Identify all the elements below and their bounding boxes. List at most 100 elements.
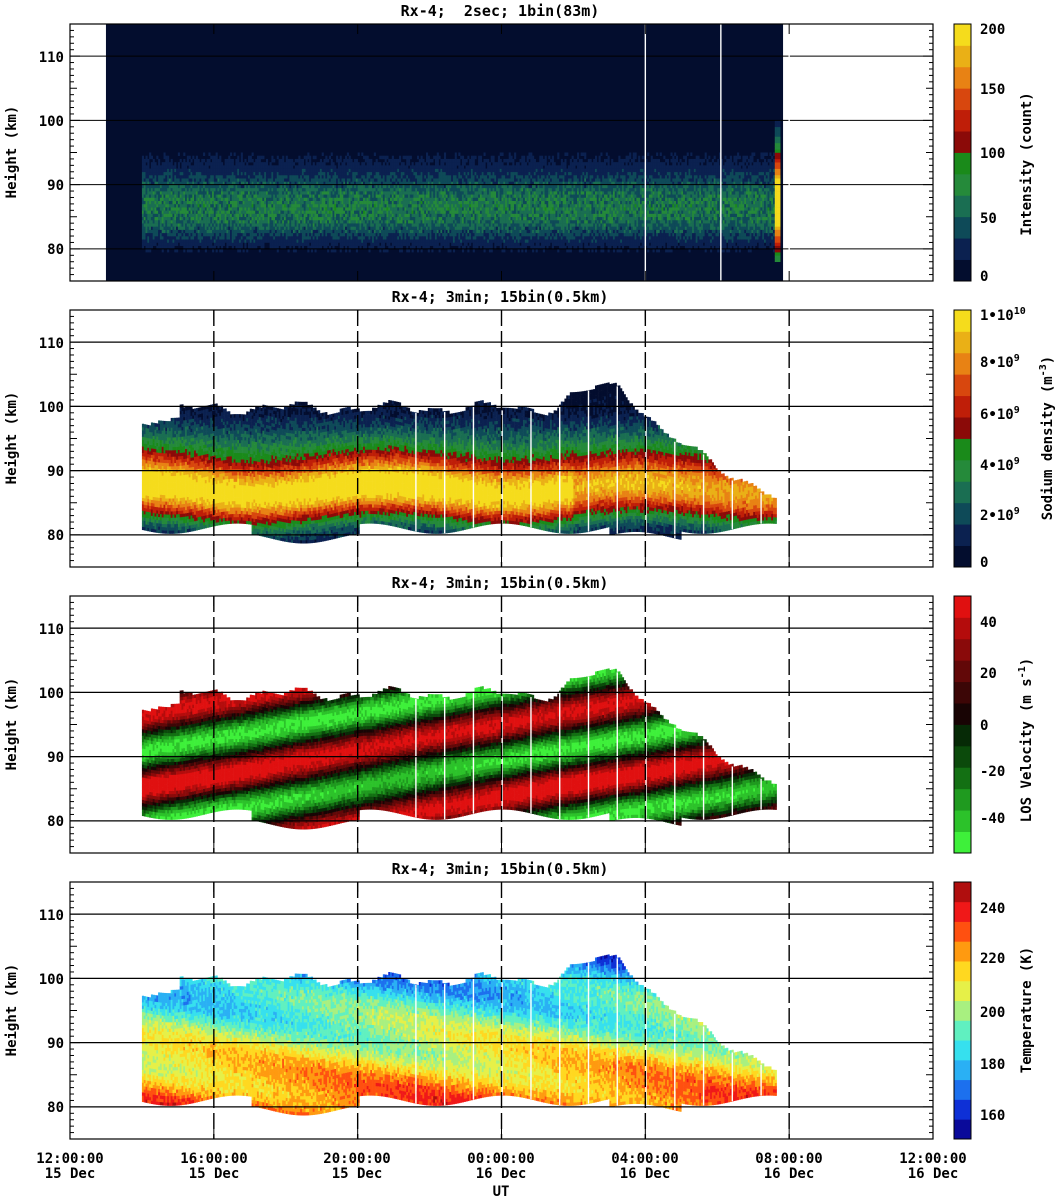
heatmap-cell bbox=[445, 239, 448, 243]
heatmap-cell bbox=[199, 162, 202, 166]
heatmap-cell bbox=[384, 158, 387, 163]
heatmap-cell bbox=[192, 226, 195, 230]
heatmap-cell bbox=[381, 226, 384, 230]
heatmap-cell bbox=[413, 187, 416, 192]
heatmap-cell bbox=[415, 219, 418, 224]
heatmap-cell bbox=[163, 236, 166, 240]
heatmap-cell bbox=[413, 171, 416, 176]
heatmap-cell bbox=[280, 165, 283, 169]
heatmap-cell bbox=[230, 216, 233, 221]
heatmap-cell bbox=[339, 184, 342, 189]
heatmap-cell bbox=[418, 171, 421, 176]
heatmap-cell bbox=[274, 168, 278, 173]
heatmap-cell bbox=[417, 168, 420, 173]
heatmap-cell bbox=[417, 174, 420, 179]
heatmap-cell bbox=[296, 200, 299, 205]
heatmap-cell bbox=[149, 210, 152, 214]
heatmap-cell bbox=[451, 239, 454, 243]
heatmap-cell bbox=[170, 165, 173, 169]
heatmap-cell bbox=[239, 191, 242, 195]
heatmap-cell bbox=[201, 194, 204, 198]
heatmap-cell bbox=[278, 191, 281, 195]
heatmap-cell bbox=[240, 210, 243, 214]
heatmap-cell bbox=[247, 232, 251, 237]
heatmap-cell bbox=[400, 194, 403, 198]
heatmap-cell bbox=[147, 171, 150, 176]
heatmap-cell bbox=[152, 229, 155, 234]
heatmap-cell bbox=[361, 226, 364, 230]
heatmap-cell bbox=[443, 242, 447, 246]
heatmap-cell bbox=[303, 242, 306, 246]
heatmap-cell bbox=[143, 213, 146, 218]
heatmap-cell bbox=[434, 197, 438, 201]
heatmap-cell bbox=[158, 207, 161, 211]
heatmap-cell bbox=[370, 187, 373, 192]
heatmap-cell bbox=[154, 216, 157, 221]
heatmap-cell bbox=[141, 242, 145, 246]
heatmap-cell bbox=[262, 165, 265, 169]
heatmap-cell bbox=[301, 242, 305, 246]
heatmap-cell bbox=[185, 184, 188, 189]
heatmap-cell bbox=[170, 239, 173, 243]
heatmap-cell bbox=[375, 210, 378, 214]
heatmap-cell bbox=[235, 200, 238, 205]
heatmap-cell bbox=[185, 210, 188, 214]
heatmap-cell bbox=[377, 226, 380, 230]
heatmap-cell bbox=[174, 203, 177, 208]
heatmap-cell bbox=[235, 203, 238, 208]
heatmap-cell bbox=[460, 223, 463, 227]
heatmap-cell bbox=[285, 213, 288, 218]
heatmap-cell bbox=[332, 197, 335, 201]
heatmap-cell bbox=[188, 216, 191, 221]
heatmap-cell bbox=[350, 178, 353, 182]
heatmap-cell bbox=[289, 223, 292, 227]
heatmap-cell bbox=[382, 200, 385, 205]
heatmap-cell bbox=[465, 239, 468, 243]
heatmap-cell bbox=[280, 226, 283, 230]
heatmap-cell bbox=[274, 216, 278, 221]
heatmap-cell bbox=[458, 168, 461, 173]
heatmap-cell bbox=[247, 181, 251, 185]
heatmap-cell bbox=[350, 242, 353, 246]
heatmap-cell bbox=[158, 203, 161, 208]
heatmap-cell bbox=[357, 236, 360, 240]
heatmap-cell bbox=[422, 245, 425, 250]
heatmap-cell bbox=[373, 178, 376, 182]
heatmap-cell bbox=[399, 174, 402, 179]
heatmap-cell bbox=[427, 171, 430, 176]
heatmap-cell bbox=[240, 223, 243, 227]
heatmap-cell bbox=[323, 203, 326, 208]
heatmap-cell bbox=[292, 200, 296, 205]
heatmap-cell bbox=[368, 232, 371, 237]
heatmap-cell bbox=[309, 207, 312, 211]
heatmap-cell bbox=[366, 171, 369, 176]
heatmap-cell bbox=[170, 216, 173, 221]
heatmap-cell bbox=[327, 248, 330, 253]
heatmap-cell bbox=[427, 181, 430, 185]
heatmap-cell bbox=[336, 187, 339, 192]
heatmap-cell bbox=[337, 229, 340, 234]
heatmap-cell bbox=[294, 181, 297, 185]
heatmap-cell bbox=[433, 174, 436, 179]
heatmap-cell bbox=[294, 236, 297, 240]
heatmap-cell bbox=[176, 210, 179, 214]
heatmap-cell bbox=[219, 242, 222, 246]
heatmap-cell bbox=[280, 236, 283, 240]
heatmap-cell bbox=[274, 236, 278, 240]
heatmap-cell bbox=[312, 187, 315, 192]
heatmap-cell bbox=[408, 184, 411, 189]
heatmap-cell bbox=[158, 181, 161, 185]
heatmap-cell bbox=[161, 187, 164, 192]
heatmap-cell bbox=[343, 158, 346, 163]
heatmap-cell bbox=[224, 223, 227, 227]
heatmap-cell bbox=[197, 174, 200, 179]
heatmap-cell bbox=[465, 242, 468, 246]
heatmap-cell bbox=[366, 174, 369, 179]
heatmap-cell bbox=[298, 219, 301, 224]
heatmap-cell bbox=[345, 194, 348, 198]
heatmap-cell bbox=[170, 226, 173, 230]
heatmap-cell bbox=[393, 219, 396, 224]
heatmap-cell bbox=[149, 171, 152, 176]
heatmap-cell bbox=[321, 178, 324, 182]
heatmap-cell bbox=[233, 229, 236, 234]
